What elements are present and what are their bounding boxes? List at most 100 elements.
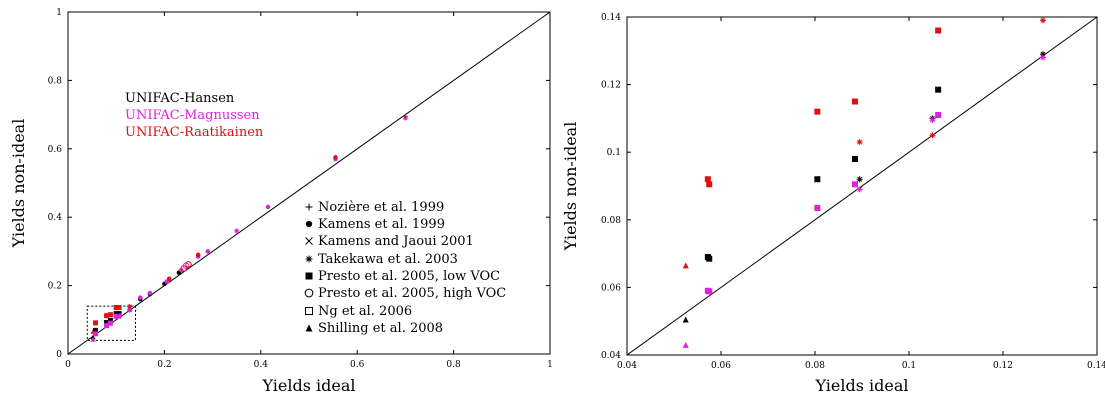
data-point-magnussen [92,331,98,337]
data-point-magnussen [814,204,821,211]
data-point-raatikainen [935,27,942,34]
data-point-hansen [682,316,689,323]
chart-left: 0 0.2 0.4 0.6 0.8 1 0 0.2 0.4 0.6 0.8 1 Yields idea… [9,8,553,395]
data-point-magnussen [116,313,122,319]
y-tick-label: 0 [56,350,62,360]
data-point-magnussen [706,288,713,295]
y-tick-label: 0.14 [601,13,621,23]
data-point-raatikainen [856,139,863,146]
marker-legend-symbol [305,203,313,211]
marker-legend-label: Kamens and Jaoui 2001 [318,234,474,249]
chart-right: 0.04 0.06 0.08 0.1 0.12 0.14 0.04 0.06 0.08 0.1 0.… [561,13,1105,395]
marker-legend: Nozière et al. 1999 Kamens et al. 1999 K… [304,200,506,336]
identity-line-left [67,11,551,355]
x-tick-label: 0.8 [446,360,461,370]
marker-legend-label: Takekawa et al. 2003 [318,252,458,267]
data-point-magnussen [682,341,689,348]
plot-frame-right [626,16,1098,356]
plot-frame-left [67,11,551,355]
data-point-hansen [113,311,119,317]
data-point-raatikainen [1039,17,1046,24]
data-point-raatikainen [704,176,711,183]
marker-legend-symbol [305,324,313,332]
x-tick-label: 0.2 [157,360,171,370]
marker-legend-label: Nozière et al. 1999 [318,200,444,215]
data-point-raatikainen [116,304,122,310]
data-point-raatikainen [814,108,821,115]
points-right [682,17,1046,348]
marker-legend-label: Presto et al. 2005, low VOC [318,269,500,284]
data-point-raatikainen [402,113,408,119]
x-tick-label: 0.04 [617,361,637,371]
marker-legend-symbol [305,255,313,263]
marker-legend-symbol [305,307,313,315]
data-point-hansen [706,255,713,262]
marker-legend-symbol [305,237,313,245]
data-point-hansen [856,176,863,183]
data-point-magnussen [929,117,936,124]
data-point-magnussen [147,290,153,296]
data-point-magnussen [107,320,113,326]
data-point-raatikainen [166,276,172,282]
data-point-magnussen [851,181,858,188]
data-point-raatikainen [929,132,936,139]
x-tick-label: 0.06 [711,361,731,371]
y-tick-label: 0.08 [601,216,621,226]
x-axis-label-left: Yields ideal [261,376,355,395]
zoom-box [86,305,136,341]
y-tick-label: 0.2 [48,282,62,292]
data-point-raatikainen [706,181,713,188]
data-point-raatikainen [113,304,119,310]
data-point-magnussen [104,323,110,329]
data-point-hansen [814,176,821,183]
x-tick-label: 0.08 [805,361,825,371]
data-point-magnussen [234,228,240,234]
data-point-magnussen [935,112,942,119]
data-point-magnussen [113,313,119,319]
data-point-raatikainen [851,98,858,105]
data-point-magnussen [205,249,211,254]
color-legend-raatikainen: UNIFAC-Raatikainen [125,125,264,140]
x-axis-label-right: Yields ideal [814,376,908,395]
data-point-raatikainen [333,155,338,160]
points-left [90,113,408,342]
axis-ticks-left: 0 0.2 0.4 0.6 0.8 1 0 0.2 0.4 0.6 0.8 1 [48,8,553,370]
data-point-raatikainen [104,313,110,319]
data-point-raatikainen [185,261,192,268]
identity-line-right [626,16,1098,356]
data-point-raatikainen [682,262,689,269]
marker-legend-symbol [304,288,314,298]
data-point-hansen [851,155,858,162]
data-point-hansen [92,327,98,333]
y-tick-label: 0.4 [48,213,63,223]
y-axis-label-right: Yields non-ideal [561,122,580,252]
data-point-magnussen [138,295,143,300]
data-point-magnussen [90,336,96,342]
y-tick-label: 0.04 [601,351,621,361]
y-tick-label: 0.06 [601,283,621,293]
data-point-magnussen [265,204,271,210]
data-point-hansen [104,320,110,326]
axis-ticks-right: 0.04 0.06 0.08 0.1 0.12 0.14 0.04 0.06 0.08 0.1 0.… [601,13,1105,371]
y-tick-label: 0.1 [607,148,621,158]
x-tick-label: 0.4 [254,360,269,370]
data-point-raatikainen [92,320,98,326]
color-legend: UNIFAC-Hansen UNIFAC-Magnussen UNIFAC-Ra… [125,91,264,140]
data-point-magnussen [127,307,133,313]
color-legend-magnussen: UNIFAC-Magnussen [125,108,260,123]
x-tick-label: 1 [547,360,553,370]
x-tick-label: 0 [65,360,71,370]
data-point-raatikainen [107,312,113,318]
y-tick-label: 1 [56,8,62,18]
x-tick-label: 0.12 [993,361,1013,371]
y-tick-label: 0.8 [48,76,63,86]
marker-legend-symbol [305,272,313,280]
marker-legend-symbol [305,220,313,228]
y-axis-label-left: Yields non-ideal [9,119,28,249]
y-tick-label: 0.6 [48,145,63,155]
x-tick-label: 0.14 [1087,361,1105,371]
data-point-hansen [107,317,113,323]
data-point-magnussen [1039,54,1046,61]
marker-legend-label: Shilling et al. 2008 [318,321,443,336]
